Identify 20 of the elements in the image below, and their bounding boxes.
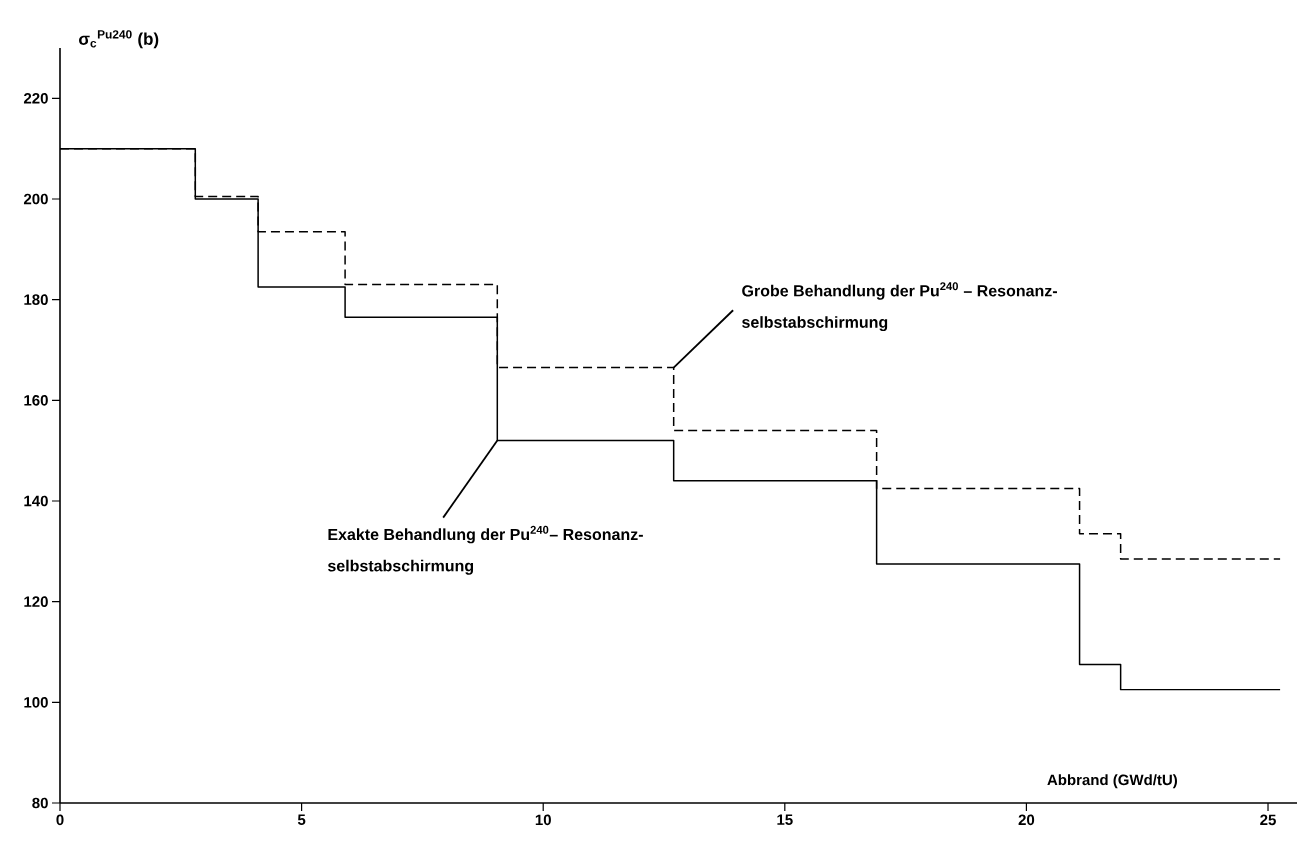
x-tick-label: 20 [1018, 814, 1035, 826]
y-tick-label: 100 [24, 697, 48, 708]
y-tick-label: 160 [24, 395, 48, 406]
y-tick-label: 180 [24, 294, 48, 305]
y-tick-label: 220 [23, 93, 48, 104]
y-axis-title: σ$_{c}$$^{Pu240}$ (b) [79, 30, 159, 49]
annotation: selbstabschirmung [327, 559, 474, 575]
y-tick-label: 80 [32, 797, 48, 809]
annotation: selbstabschirmung [742, 316, 888, 332]
annotation: Grobe Behandlung der Pu$^{240}$ – Resonanz- [742, 282, 1057, 300]
y-tick-label: 140 [24, 495, 48, 507]
x-tick-label: 15 [777, 814, 793, 825]
annotation: Exakte Behandlung der Pu$^{240}$– Resonanz- [328, 525, 643, 544]
y-tick-label: 200 [23, 193, 48, 205]
x-tick-label: 5 [297, 814, 306, 825]
x-tick-label: 25 [1260, 814, 1276, 826]
x-tick-label: 10 [535, 814, 551, 826]
x-axis-title: Abbrand (GWd/tU) [1047, 774, 1178, 789]
y-tick-label: 120 [24, 596, 48, 607]
x-tick-label: 0 [56, 814, 64, 826]
